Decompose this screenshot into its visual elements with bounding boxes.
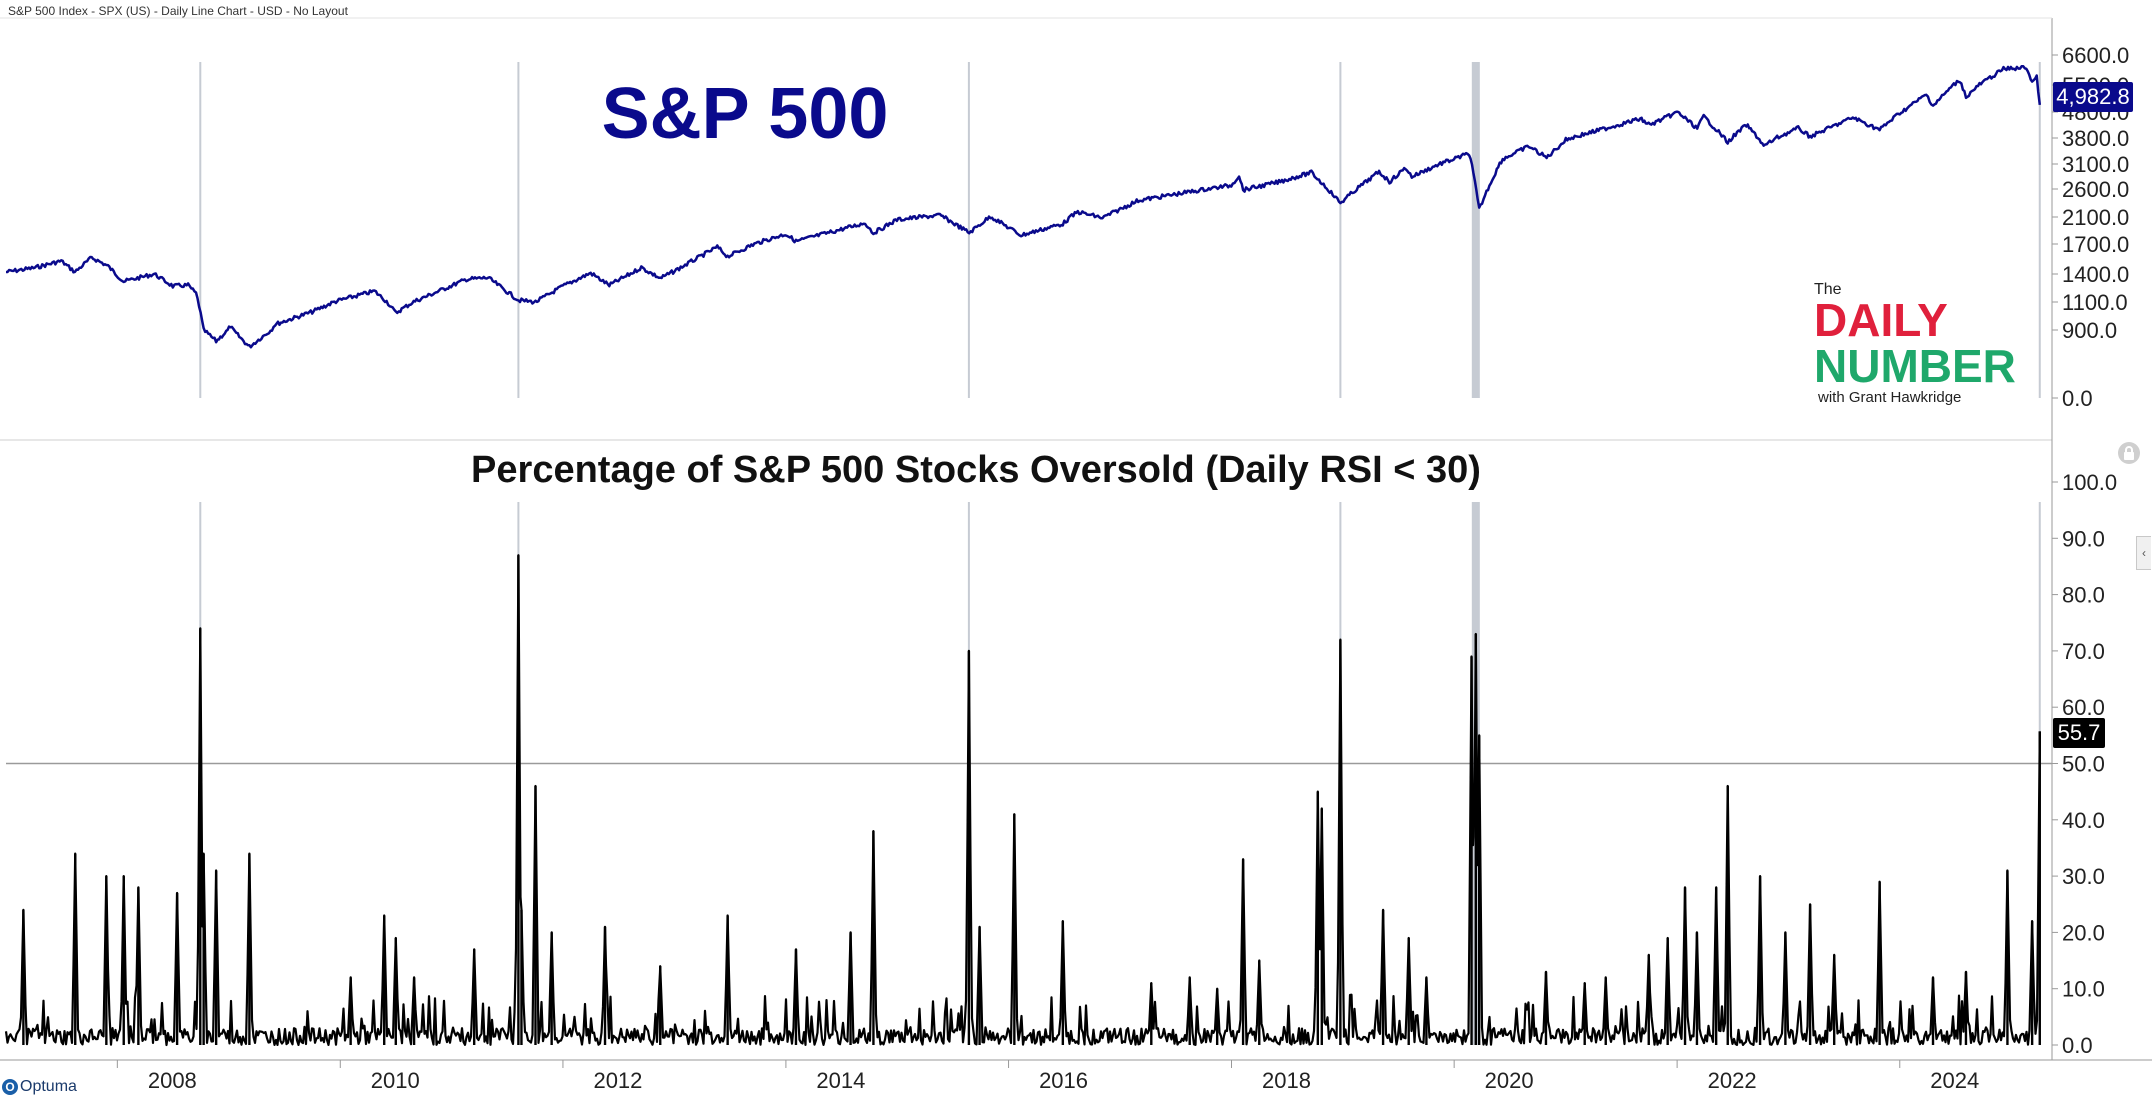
event-line-top: [1339, 62, 1342, 398]
x-tick-label: 2012: [593, 1068, 642, 1093]
y-tick-label: 90.0: [2062, 526, 2105, 551]
price-series: [6, 64, 2042, 349]
lock-icon[interactable]: [2118, 442, 2140, 464]
y-tick-label: 1100.0: [2062, 290, 2128, 315]
event-line-top: [199, 62, 202, 398]
chart-header-info: S&P 500 Index - SPX (US) - Daily Line Ch…: [8, 4, 348, 18]
optuma-mark-icon: O: [2, 1079, 18, 1095]
top-y-axis-ticks: 6600.05500.04800.03800.03100.02600.02100…: [2052, 43, 2129, 411]
y-tick-label: 900.0: [2062, 318, 2117, 343]
oscillator-last-value-label: 55.7: [2053, 718, 2105, 748]
price-last-value-bg: [2053, 82, 2133, 112]
logo-number: NUMBER: [1814, 340, 2016, 392]
y-tick-label: 60.0: [2062, 695, 2105, 720]
event-line-top: [2038, 62, 2041, 398]
bottom-y-axis-ticks: 100.0 90.0 80.0 70.0 60.0 50.0 40.0 30.0 20.0 10.…: [2052, 470, 2117, 1058]
y-tick-label: 20.0: [2062, 920, 2105, 945]
logo-the: The: [1814, 281, 1842, 298]
x-tick-label: 2008: [148, 1068, 197, 1093]
event-line-top: [1471, 62, 1480, 398]
logo-daily: DAILY: [1814, 294, 1948, 346]
x-tick-label: 2016: [1039, 1068, 1088, 1093]
y-tick-label: 2600.0: [2062, 177, 2129, 202]
optuma-text: Optuma: [20, 1078, 77, 1095]
price-last-value-label: 4,982.8: [2053, 82, 2133, 112]
optuma-logo: O Optuma: [2, 1078, 77, 1096]
x-tick-label: 2018: [1262, 1068, 1311, 1093]
logo-byline: with Grant Hawkridge: [1817, 389, 1961, 406]
x-tick-label: 2010: [371, 1068, 420, 1093]
y-tick-label: 0.0: [2062, 386, 2093, 411]
price-last-value: 4,982.8: [2056, 84, 2129, 109]
event-line-top: [517, 62, 520, 398]
y-tick-label: 3100.0: [2062, 152, 2129, 177]
x-tick-label: 2022: [1708, 1068, 1757, 1093]
y-tick-label: 40.0: [2062, 808, 2105, 833]
y-tick-label: 10.0: [2062, 977, 2105, 1002]
y-tick-label: 50.0: [2062, 752, 2105, 777]
y-tick-label: 1400.0: [2062, 262, 2129, 287]
x-tick-label: 2020: [1485, 1068, 1534, 1093]
oversold-line: [4, 554, 2041, 1047]
price-line: [6, 64, 2042, 349]
lock-icon-glyph: [2124, 446, 2134, 460]
oversold-series: [4, 554, 2041, 1047]
daily-number-logo: The DAILY NUMBER with Grant Hawkridge: [1814, 281, 2016, 406]
event-line-top: [967, 62, 970, 398]
y-tick-label: 6600.0: [2062, 43, 2129, 68]
y-tick-label: 3800.0: [2062, 126, 2129, 151]
x-axis-ticks: 2008 2010 2012 2014 2016 2018 2020 2022 2024: [116, 1060, 1979, 1093]
x-tick-label: 2024: [1930, 1068, 1979, 1093]
y-tick-label: 2100.0: [2062, 205, 2129, 230]
oscillator-chart-title: Percentage of S&P 500 Stocks Oversold (D…: [471, 449, 1481, 491]
y-tick-label: 1700.0: [2062, 232, 2129, 257]
y-tick-label: 80.0: [2062, 583, 2105, 608]
price-chart-title: S&P 500: [602, 74, 889, 154]
top-event-lines: [199, 62, 2041, 398]
y-tick-label: 100.0: [2062, 470, 2117, 495]
oscillator-last-value: 55.7: [2058, 720, 2101, 745]
y-tick-label: 0.0: [2062, 1033, 2093, 1058]
oscillator-last-value-bg: [2053, 718, 2105, 748]
collapse-panel-icon[interactable]: ‹: [2136, 536, 2151, 570]
y-tick-label: 30.0: [2062, 864, 2105, 889]
y-tick-label: 70.0: [2062, 639, 2105, 664]
x-tick-label: 2014: [816, 1068, 865, 1093]
